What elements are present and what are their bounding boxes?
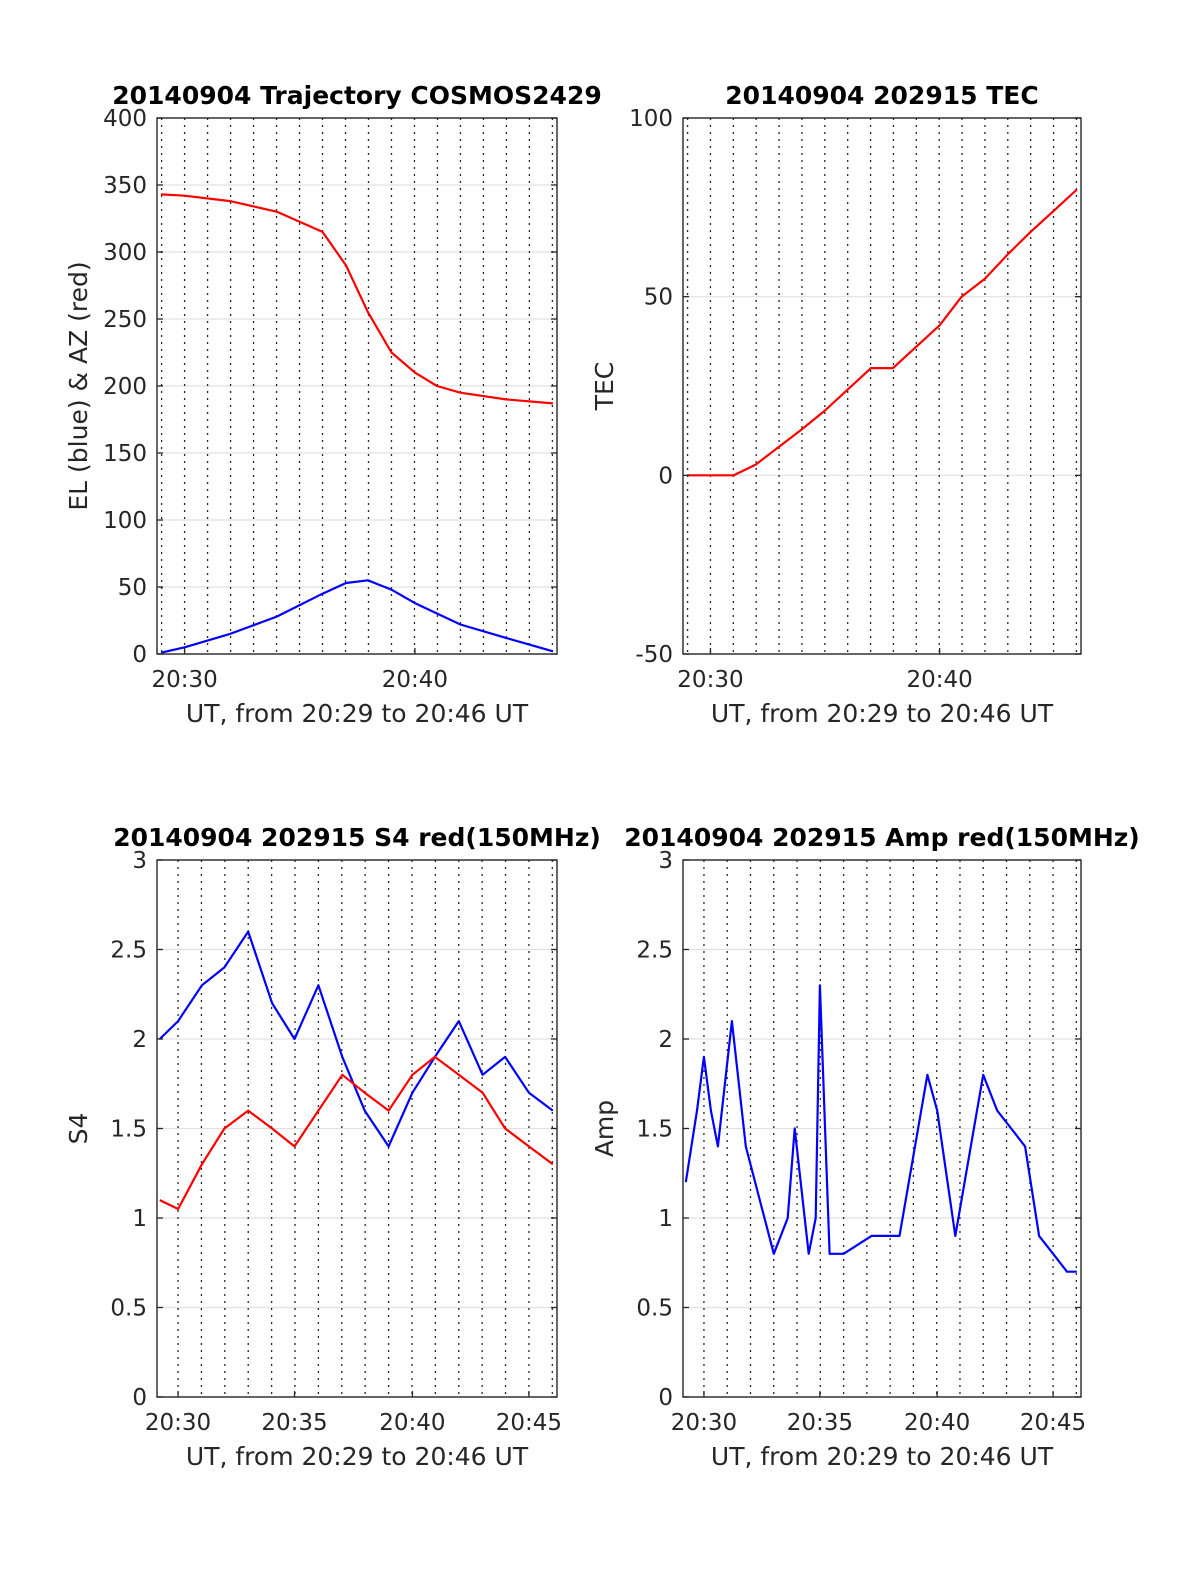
y-tick-label: 1	[132, 1206, 147, 1232]
x-axis-label: UT, from 20:29 to 20:46 UT	[711, 1442, 1054, 1471]
x-axis-label: UT, from 20:29 to 20:46 UT	[186, 699, 529, 728]
y-tick-label: 1.5	[110, 1117, 147, 1143]
y-tick-label: 250	[103, 307, 147, 333]
y-axis-label: EL (blue) & AZ (red)	[64, 261, 93, 510]
tec-panel: -50 0 50 100 20:30 20:40 20140904 202915 TEC UT…	[590, 81, 1082, 728]
y-axis-label: Amp	[590, 1100, 619, 1157]
amp-panel: 0 0.5 1 1.5 2 2.5 3 20:30 20:35 20:40 20:45 2014090…	[590, 823, 1140, 1471]
plot-frame	[682, 117, 1082, 655]
y-tick-label: 1.5	[636, 1117, 673, 1143]
chart-title: 20140904 202915 S4 red(150MHz)	[113, 823, 601, 852]
y-tick-label: 0	[132, 1385, 147, 1411]
x-tick-label: 20:45	[1020, 1410, 1086, 1436]
y-tick-label: 0	[132, 642, 147, 668]
x-tick-label: 20:30	[677, 667, 743, 693]
x-tick-label: 20:40	[382, 667, 448, 693]
y-tick-label: 2.5	[110, 938, 147, 964]
y-tick-label: 350	[103, 173, 147, 199]
y-tick-label: 0	[658, 1385, 673, 1411]
series-line	[161, 193, 553, 405]
x-tick-label: 20:35	[261, 1410, 327, 1436]
x-tick-label: 20:30	[151, 667, 217, 693]
x-axis-label: UT, from 20:29 to 20:46 UT	[711, 699, 1054, 728]
trajectory-panel: 0 50 100 150 200 250 300 350 400 20:30 20:40 201409…	[64, 81, 602, 728]
s4-panel: 0 0.5 1 1.5 2 2.5 3 20:30 20:35 20:40 20:45 2014090…	[64, 823, 601, 1471]
x-tick-label: 20:40	[906, 667, 972, 693]
y-tick-label: 2.5	[636, 938, 673, 964]
series-line	[160, 579, 554, 654]
y-tick-label: 2	[658, 1027, 673, 1053]
x-tick-label: 20:30	[671, 1410, 737, 1436]
chart-title: 20140904 202915 TEC	[725, 81, 1038, 110]
x-tick-label: 20:40	[379, 1410, 445, 1436]
y-axis-label: TEC	[590, 362, 619, 412]
y-tick-label: 0.5	[110, 1296, 147, 1322]
x-tick-label: 20:45	[496, 1410, 562, 1436]
y-tick-label: 150	[103, 441, 147, 467]
chart-title: 20140904 202915 Amp red(150MHz)	[624, 823, 1140, 852]
y-tick-label: 1	[658, 1206, 673, 1232]
y-tick-label: 400	[103, 106, 147, 132]
x-tick-label: 20:30	[145, 1410, 211, 1436]
series-line	[159, 1055, 554, 1211]
series-line	[687, 188, 1078, 477]
chart-title: 20140904 Trajectory COSMOS2429	[112, 81, 602, 110]
y-tick-label: 100	[103, 508, 147, 534]
y-tick-label: 50	[118, 575, 147, 601]
y-axis-label: S4	[64, 1113, 93, 1145]
y-tick-label: 3	[132, 848, 147, 874]
y-tick-label: 0	[658, 463, 673, 489]
y-tick-label: -50	[635, 642, 673, 668]
y-tick-label: 50	[644, 285, 673, 311]
y-tick-label: 3	[658, 848, 673, 874]
y-tick-label: 200	[103, 374, 147, 400]
y-tick-label: 300	[103, 240, 147, 266]
x-tick-label: 20:40	[904, 1410, 970, 1436]
y-tick-label: 0.5	[636, 1296, 673, 1322]
x-axis-label: UT, from 20:29 to 20:46 UT	[186, 1442, 529, 1471]
y-tick-label: 2	[132, 1027, 147, 1053]
series-line	[684, 984, 1077, 1273]
x-tick-label: 20:35	[787, 1410, 853, 1436]
y-tick-label: 100	[629, 106, 673, 132]
